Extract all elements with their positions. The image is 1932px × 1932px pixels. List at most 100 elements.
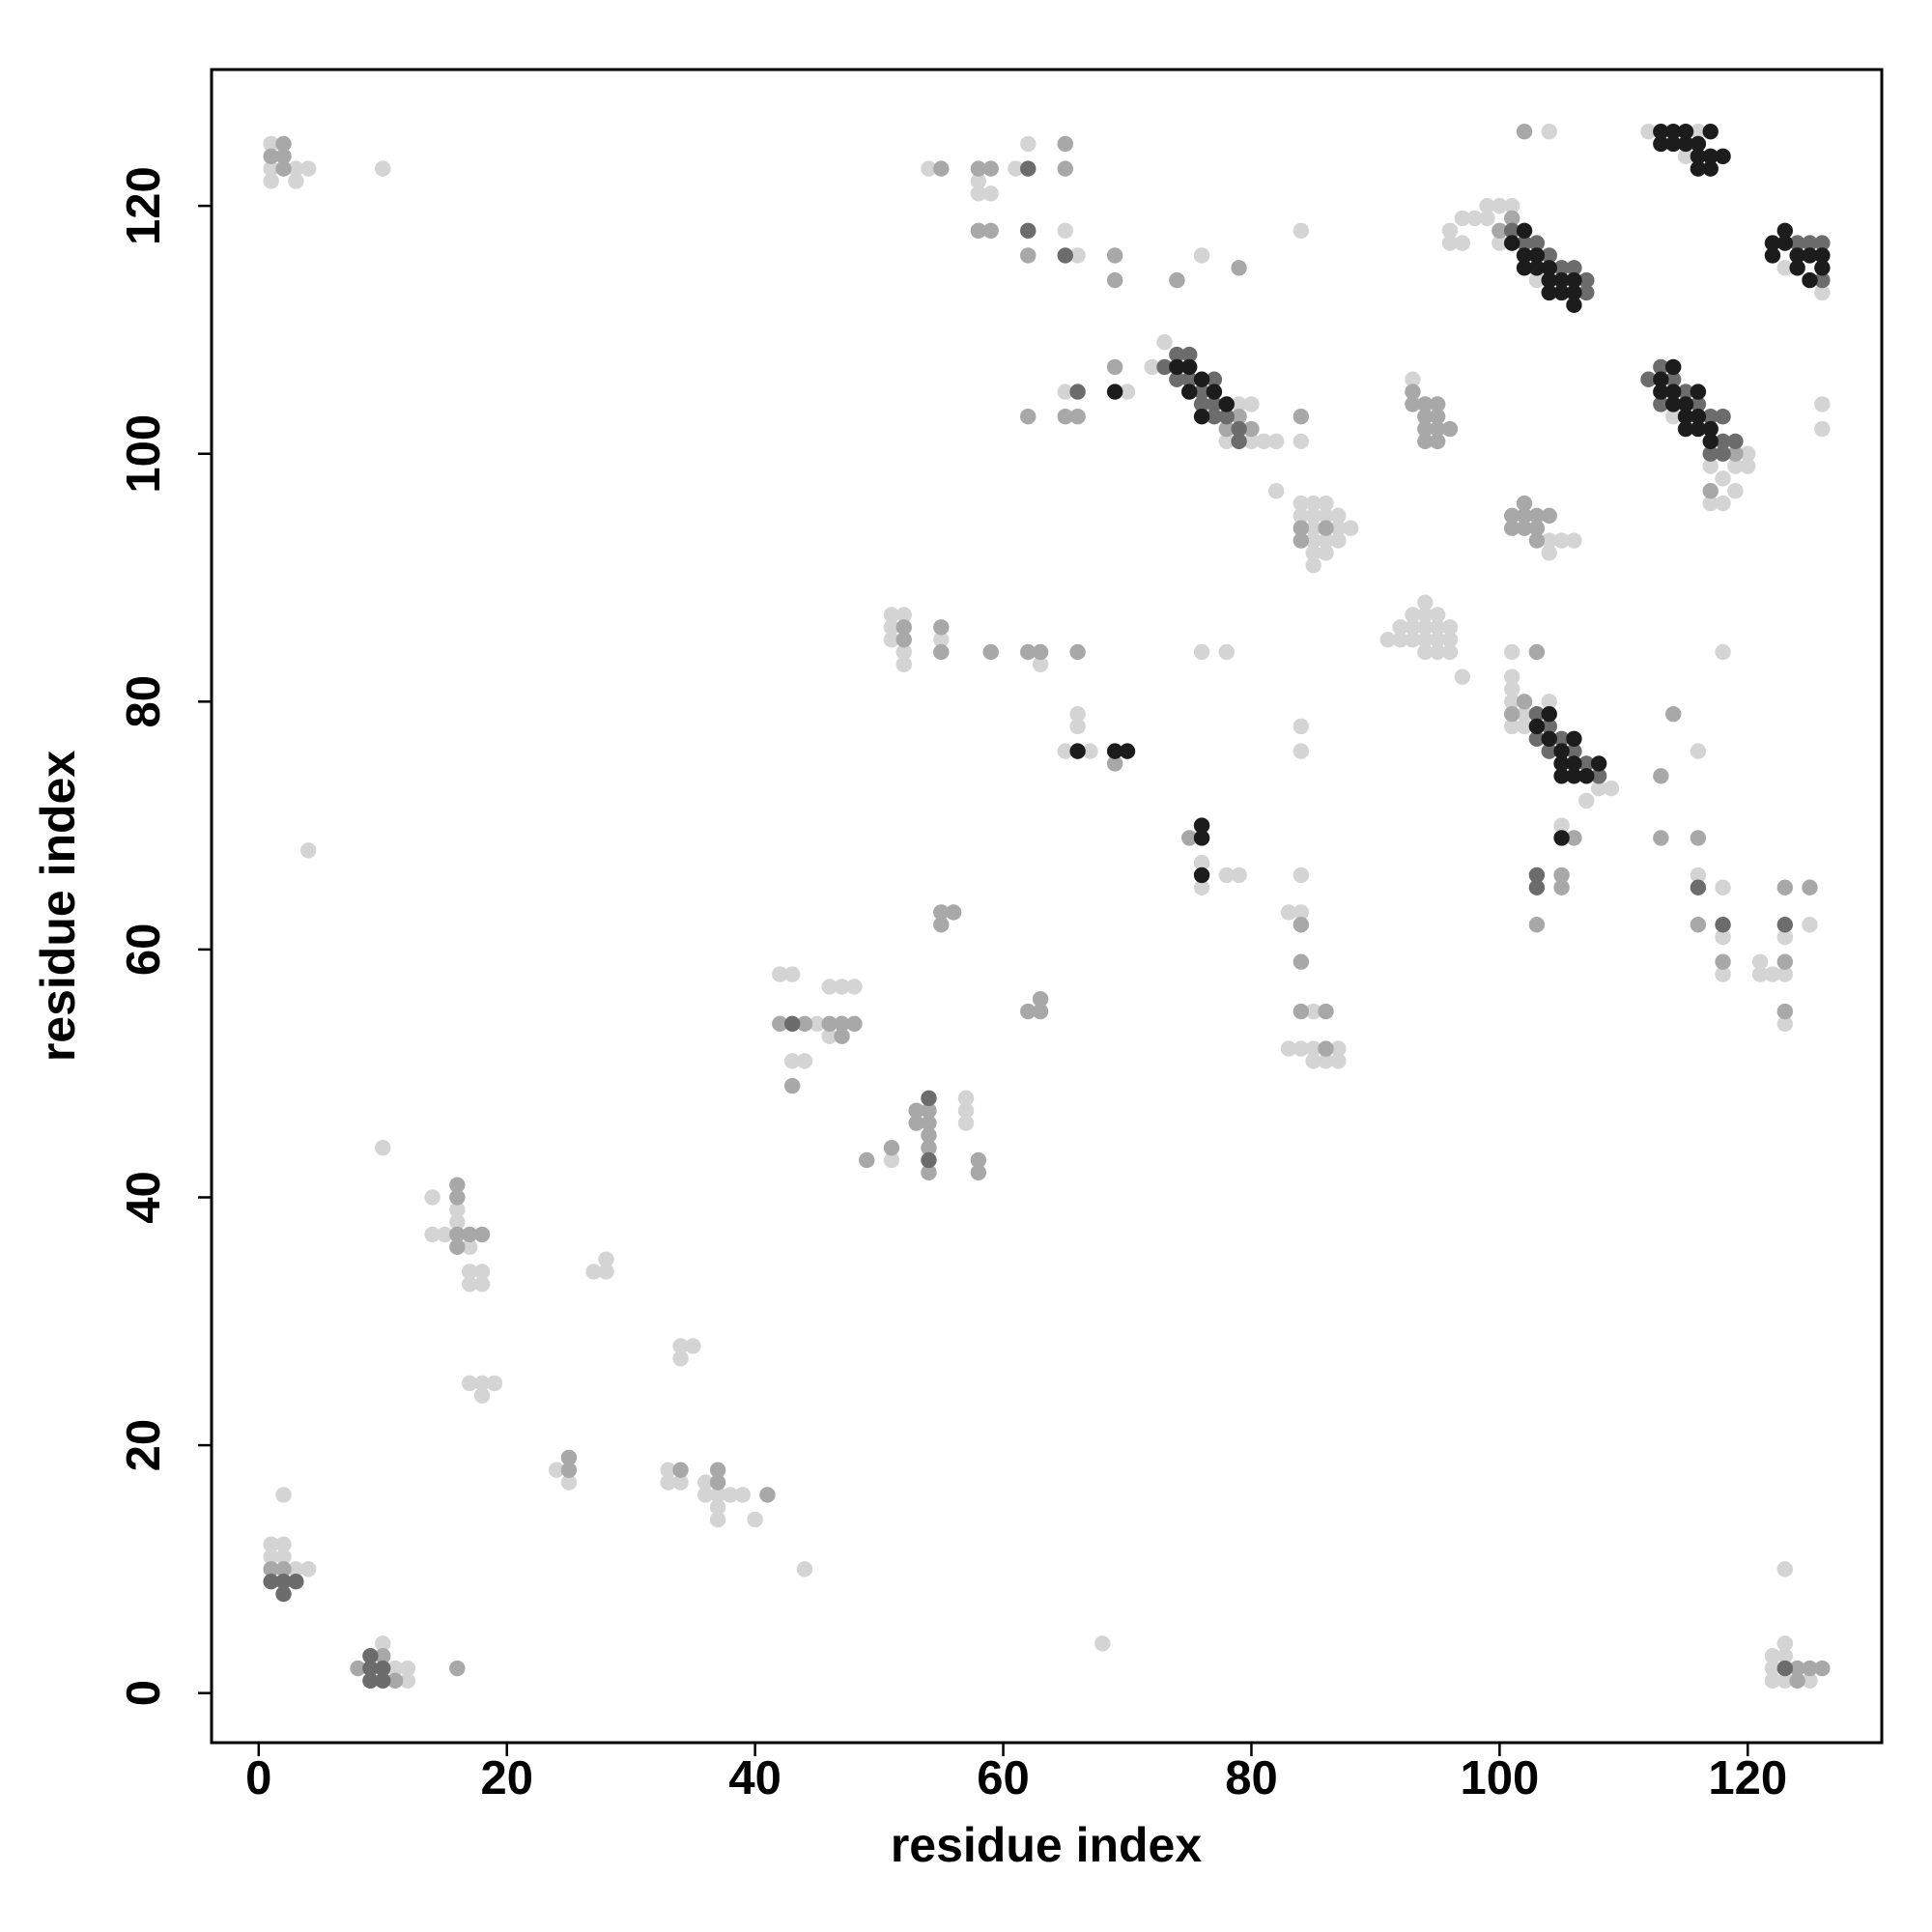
contact-point (783, 1053, 801, 1069)
contact-point (1020, 135, 1037, 153)
contact-point (263, 1548, 279, 1565)
contact-point (1653, 358, 1669, 376)
contact-point (921, 1139, 937, 1156)
x-tick-label: 100 (1460, 1752, 1539, 1804)
contact-point (1528, 718, 1546, 735)
contact-point (1541, 532, 1557, 549)
contact-point (747, 1511, 763, 1528)
contact-point (1119, 743, 1136, 759)
contact-point (1193, 830, 1210, 846)
contact-point (1032, 656, 1049, 673)
contact-point (709, 1487, 726, 1503)
contact-point (1541, 284, 1557, 301)
contact-point (1429, 396, 1446, 412)
contact-point (1664, 384, 1682, 400)
contact-point (1578, 755, 1595, 772)
contact-point (697, 1474, 714, 1491)
contact-point (1789, 1672, 1805, 1690)
contact-point (1764, 966, 1781, 982)
contact-point (1293, 222, 1310, 239)
contact-point (1566, 297, 1582, 313)
contact-point (895, 631, 912, 648)
contact-point (1106, 384, 1123, 400)
contact-point (772, 966, 788, 982)
contact-point (1776, 1672, 1794, 1690)
contact-point (809, 1015, 826, 1033)
contact-point (1566, 755, 1582, 772)
contact-point (821, 979, 838, 995)
contact-point (1541, 694, 1557, 710)
contact-point (1504, 681, 1520, 697)
contact-point (1293, 532, 1310, 549)
contact-point (1305, 545, 1321, 561)
contact-point (1193, 867, 1210, 884)
contact-point (1293, 1003, 1310, 1020)
contact-point (895, 619, 912, 636)
contact-point (1417, 643, 1434, 661)
contact-point (1702, 483, 1719, 499)
contact-point (1653, 396, 1669, 412)
contact-point (1330, 507, 1347, 525)
contact-point (1280, 1040, 1297, 1057)
contact-point (1429, 619, 1446, 636)
contact-point (1776, 1003, 1794, 1020)
contact-point (1454, 668, 1471, 685)
contact-point (1454, 235, 1471, 251)
contact-point (970, 185, 987, 202)
contact-point (1802, 247, 1818, 264)
contact-point (1305, 1040, 1321, 1057)
contact-point (1528, 643, 1546, 661)
contact-point (1751, 966, 1769, 982)
contact-point (1032, 643, 1049, 661)
contact-point (970, 160, 987, 177)
contact-point (1267, 433, 1285, 450)
contact-point (1528, 917, 1546, 933)
contact-point (560, 1474, 578, 1491)
contact-point (1715, 433, 1731, 450)
contact-point (461, 1375, 478, 1392)
contact-point (1566, 260, 1582, 276)
contact-point (1802, 271, 1818, 289)
contact-point (1318, 1053, 1334, 1069)
contact-point (933, 643, 950, 661)
contact-point (957, 1115, 975, 1131)
contact-point (1057, 409, 1073, 425)
contact-point (1677, 396, 1694, 412)
contact-point (1330, 1053, 1347, 1069)
contact-point (1417, 631, 1434, 648)
contact-point (1715, 643, 1731, 661)
contact-point (1318, 520, 1334, 536)
contact-point (275, 135, 292, 153)
contact-point (895, 607, 912, 623)
contact-point (1715, 409, 1731, 425)
contact-point (1740, 445, 1756, 462)
contact-point (1193, 643, 1210, 661)
contact-point (933, 917, 950, 933)
contact-point (1727, 458, 1744, 474)
contact-point (1305, 532, 1321, 549)
contact-point (1653, 768, 1669, 784)
contact-point (1466, 210, 1483, 227)
contact-point (1343, 520, 1359, 536)
contact-point (1441, 643, 1459, 661)
contact-point (1293, 507, 1310, 525)
contact-point (933, 631, 950, 648)
contact-point (1069, 643, 1086, 661)
contact-point (1318, 545, 1334, 561)
contact-point (1206, 396, 1223, 412)
contact-point (1429, 409, 1446, 425)
contact-point (1218, 433, 1235, 450)
contact-point (883, 1139, 900, 1156)
contact-point (1069, 718, 1086, 735)
contact-point (263, 148, 279, 165)
contact-point (473, 1264, 491, 1280)
contact-point (1169, 358, 1185, 376)
contact-point (375, 1647, 391, 1664)
x-tick-label: 40 (728, 1752, 781, 1804)
contact-point (1715, 470, 1731, 487)
contact-point (1814, 271, 1831, 289)
contact-point (1764, 247, 1781, 264)
contact-point (1057, 743, 1073, 759)
contact-point (796, 1015, 813, 1033)
